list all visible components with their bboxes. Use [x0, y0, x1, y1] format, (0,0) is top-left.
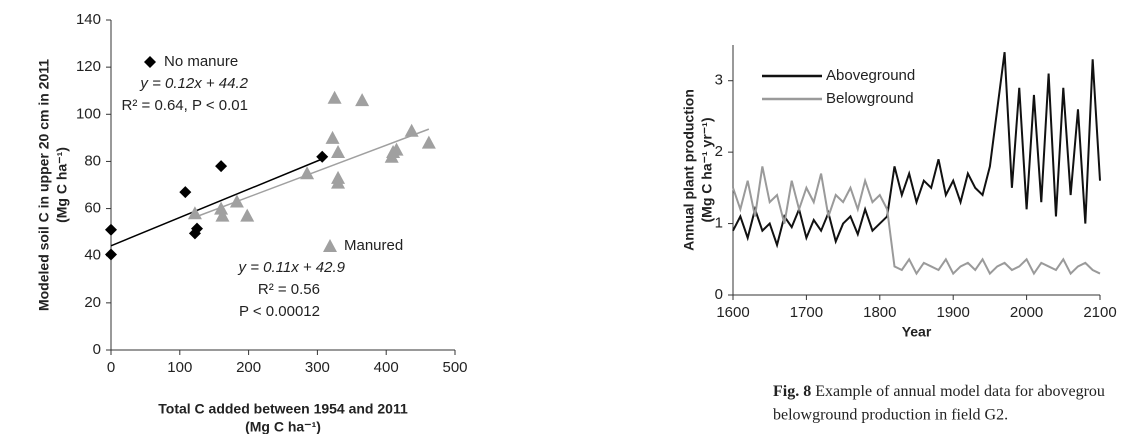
fit-line: [110, 157, 325, 247]
x-tick-label: 2100: [1083, 304, 1116, 321]
x-tick-label: 300: [305, 359, 330, 376]
caption-text: Example of annual model data for abovegr…: [811, 383, 1105, 400]
fit-annotation: R² = 0.64, P < 0.01: [122, 97, 248, 114]
y-axis-label: (Mg C ha⁻¹): [54, 147, 70, 223]
y-tick-label: 3: [715, 72, 723, 89]
y-tick-label: 120: [76, 58, 101, 75]
y-tick-label: 1: [715, 215, 723, 232]
y-tick-label: 80: [84, 152, 101, 169]
point: [105, 223, 117, 236]
point: [240, 208, 255, 222]
point: [355, 93, 370, 107]
y-tick-label: 0: [715, 286, 723, 303]
x-tick-label: 400: [374, 359, 399, 376]
point: [215, 208, 230, 222]
x-tick-label: 1700: [790, 304, 823, 321]
point: [421, 135, 436, 149]
y-tick-label: 40: [84, 247, 101, 264]
y-tick-label: 60: [84, 200, 101, 217]
fit-line: [193, 128, 430, 219]
x-tick-label: 1600: [716, 304, 749, 321]
legend-label: Belowground: [826, 90, 914, 107]
point: [215, 160, 228, 173]
y-axis-label: (Mg C ha⁻¹ yr⁻¹): [699, 118, 715, 223]
legend-label: Aboveground: [826, 67, 915, 84]
y-axis-label: Annual plant production: [681, 89, 697, 251]
legend-label: Manured: [344, 237, 403, 254]
point: [331, 145, 346, 158]
point: [214, 201, 229, 215]
legend-marker: [144, 56, 156, 68]
y-tick-label: 100: [76, 105, 101, 122]
x-axis-label: Total C added between 1954 and 2011: [158, 401, 408, 417]
x-tick-label: 2000: [1010, 304, 1043, 321]
point: [191, 222, 203, 235]
y-axis-label: Modeled soil C in upper 20 cm in 2011: [36, 59, 52, 311]
caption-text: belowground production in field G2.: [773, 407, 1008, 424]
point: [229, 194, 244, 208]
fit-annotation: y = 0.11x + 42.9: [238, 259, 346, 276]
caption: Fig. 8 Example of annual model data for …: [773, 383, 1105, 400]
series-line: [732, 52, 1101, 249]
point: [105, 248, 117, 261]
y-tick-label: 20: [84, 294, 101, 311]
y-tick-label: 140: [76, 11, 101, 28]
x-tick-label: 0: [107, 359, 115, 376]
x-axis-label: Year: [902, 324, 932, 340]
x-tick-label: 500: [442, 359, 467, 376]
y-tick-label: 0: [93, 341, 101, 358]
point: [179, 186, 192, 199]
point: [389, 142, 404, 156]
x-tick-label: 1800: [863, 304, 896, 321]
fit-annotation: R² = 0.56: [258, 281, 320, 298]
x-tick-label: 1900: [937, 304, 970, 321]
legend-label: No manure: [164, 53, 238, 70]
fit-annotation: P < 0.00012: [239, 303, 320, 320]
point: [187, 206, 202, 220]
x-tick-label: 200: [236, 359, 261, 376]
point: [327, 90, 342, 104]
legend-marker: [323, 239, 337, 252]
point: [300, 166, 315, 180]
series-line: [732, 166, 1101, 276]
point: [404, 123, 419, 137]
x-axis-label: (Mg C ha⁻¹): [245, 419, 321, 434]
x-tick-label: 100: [167, 359, 192, 376]
point: [331, 175, 346, 189]
y-tick-label: 2: [715, 143, 723, 160]
fit-annotation: y = 0.12x + 44.2: [139, 75, 248, 92]
point: [325, 130, 340, 144]
caption-label: Fig. 8: [773, 383, 811, 400]
point: [316, 150, 329, 163]
